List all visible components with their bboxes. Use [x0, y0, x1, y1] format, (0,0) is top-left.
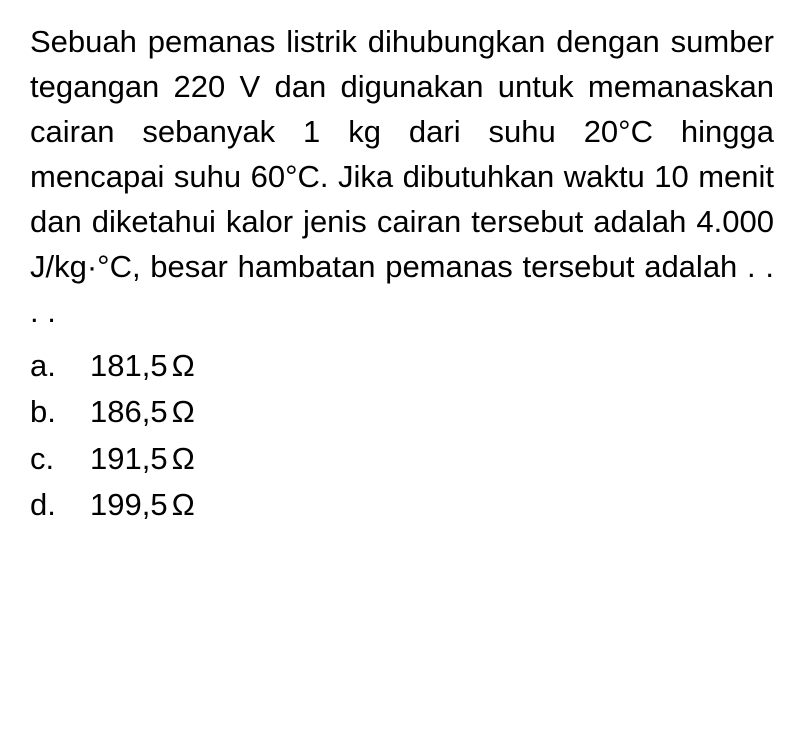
option-value: 199,5 Ω [90, 482, 195, 529]
option-number: 191,5 [90, 436, 168, 483]
option-number: 199,5 [90, 482, 168, 529]
option-value: 181,5 Ω [90, 343, 195, 390]
option-d: d. 199,5 Ω [30, 482, 774, 529]
ohm-symbol: Ω [172, 436, 195, 483]
option-number: 181,5 [90, 343, 168, 390]
option-value: 191,5 Ω [90, 436, 195, 483]
question-text: Sebuah pemanas listrik dihubungkan denga… [30, 20, 774, 335]
option-b: b. 186,5 Ω [30, 389, 774, 436]
ohm-symbol: Ω [172, 389, 195, 436]
option-letter: a. [30, 343, 90, 390]
option-value: 186,5 Ω [90, 389, 195, 436]
ohm-symbol: Ω [172, 343, 195, 390]
option-a: a. 181,5 Ω [30, 343, 774, 390]
option-c: c. 191,5 Ω [30, 436, 774, 483]
options-list: a. 181,5 Ω b. 186,5 Ω c. 191,5 Ω d. 199,… [30, 343, 774, 529]
option-number: 186,5 [90, 389, 168, 436]
option-letter: c. [30, 436, 90, 483]
option-letter: b. [30, 389, 90, 436]
option-letter: d. [30, 482, 90, 529]
ohm-symbol: Ω [172, 482, 195, 529]
